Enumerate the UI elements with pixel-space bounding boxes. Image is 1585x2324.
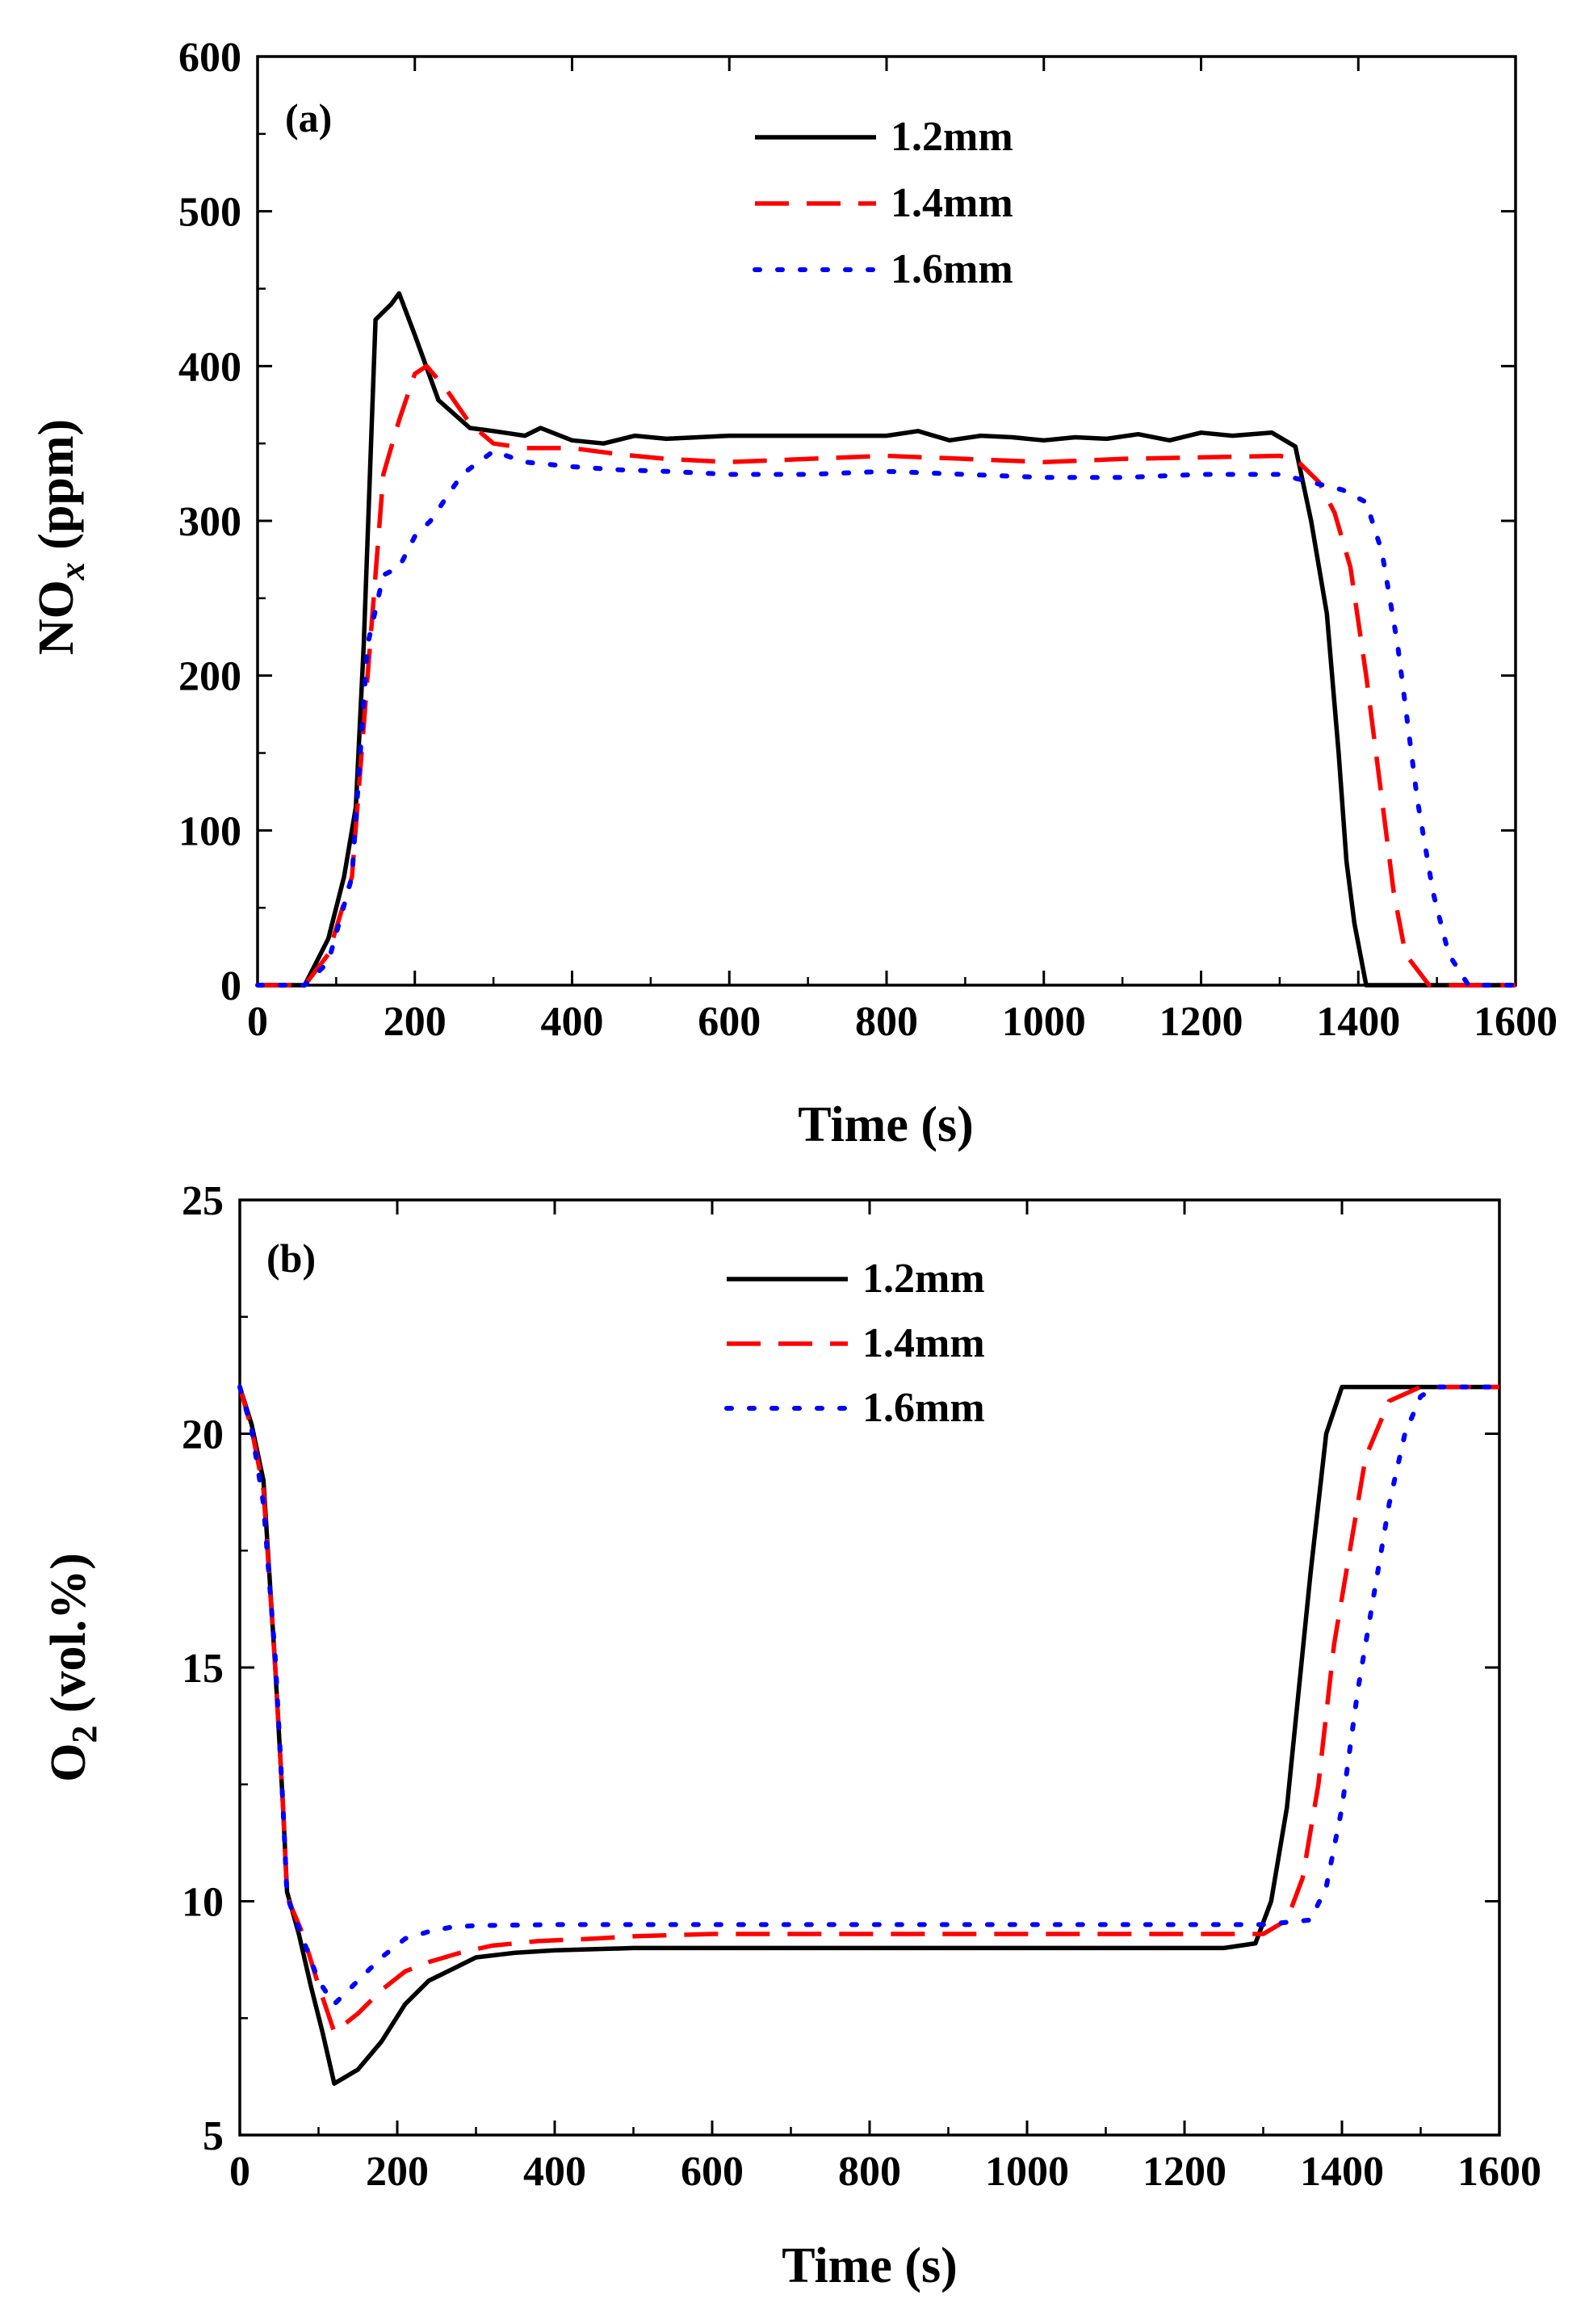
legend-label-1-6mm-b: 1.6mm (862, 1385, 985, 1431)
x-tick-label-b: 600 (681, 2149, 744, 2195)
x-tick-label-b: 1600 (1457, 2149, 1541, 2195)
panel-a: 0 200 400 600 800 1000 1200 1400 1600 0 100 200 300 4… (29, 35, 1558, 1152)
legend-b: 1.2mm 1.4mm 1.6mm (724, 1256, 985, 1431)
ticks-b: 0 200 400 600 800 1000 1200 1400 1600 5 10 15 20 25 (182, 1178, 1541, 2195)
x-axis-title-b: Time (s) (782, 2238, 958, 2293)
y-axis-title-sub-a: x (52, 562, 92, 581)
series-line-1-4mm-a (258, 363, 1516, 988)
y-tick-label-b: 15 (182, 1646, 224, 1692)
legend-a: 1.2mm 1.4mm 1.6mm (753, 114, 1013, 292)
y-axis-title-tail-a: (ppm) (29, 419, 84, 562)
y-axis-title-main-b: O (41, 1743, 96, 1782)
x-axis-title-a: Time (s) (798, 1097, 974, 1152)
series-group-a (255, 291, 1518, 988)
legend-label-1-4mm-b: 1.4mm (862, 1320, 985, 1366)
y-axis-title-a: NOx (ppm) (29, 419, 92, 655)
series-line-1-2mm-a (258, 291, 1516, 988)
x-tick-label-b: 1000 (985, 2149, 1069, 2195)
y-tick-label-b: 25 (182, 1178, 224, 1224)
panel-label-b: (b) (266, 1235, 316, 1281)
x-tick-label-a: 0 (247, 999, 268, 1045)
x-tick-label-b: 1200 (1143, 2149, 1226, 2195)
x-tick-label-b: 0 (229, 2149, 250, 2195)
x-tick-label-a: 1400 (1316, 999, 1400, 1045)
y-axis-title-sub-b: 2 (65, 1726, 104, 1743)
y-tick-label-a: 400 (178, 344, 241, 390)
series-line-1-6mm-b (237, 1384, 1502, 2007)
x-tick-label-a: 1000 (1002, 999, 1086, 1045)
y-tick-label-a: 300 (178, 499, 241, 545)
x-tick-label-a: 600 (698, 999, 761, 1045)
legend-label-1-2mm-b: 1.2mm (862, 1256, 985, 1302)
y-tick-label-a: 600 (178, 35, 241, 81)
y-tick-label-a: 200 (178, 654, 241, 700)
series-group-b (237, 1384, 1502, 2087)
y-tick-label-a: 0 (220, 963, 241, 1009)
x-tick-label-a: 800 (855, 999, 918, 1045)
x-tick-label-a: 400 (541, 999, 604, 1045)
x-tick-label-a: 200 (384, 999, 447, 1045)
y-tick-label-a: 100 (178, 808, 241, 854)
legend-label-1-2mm-a: 1.2mm (891, 114, 1013, 160)
legend-label-1-6mm-a: 1.6mm (891, 246, 1013, 292)
series-line-1-4mm-b (237, 1384, 1499, 2035)
ticks-a: 0 200 400 600 800 1000 1200 1400 1600 0 100 200 300 4… (178, 35, 1558, 1045)
x-tick-label-a: 1200 (1159, 999, 1243, 1045)
y-axis-title-b: O2 (vol.%) (41, 1553, 104, 1782)
x-tick-label-a: 1600 (1474, 999, 1558, 1045)
legend-label-1-4mm-a: 1.4mm (891, 180, 1013, 226)
panel-label-a: (a) (285, 95, 332, 141)
series-line-1-6mm-a (255, 448, 1518, 988)
x-tick-label-b: 1400 (1300, 2149, 1384, 2195)
y-axis-title-tail-b: (vol.%) (41, 1553, 96, 1726)
y-tick-label-b: 5 (203, 2113, 224, 2159)
panel-b: 0 200 400 600 800 1000 1200 1400 1600 5 10 15 20 25 (… (41, 1178, 1541, 2293)
y-tick-label-b: 10 (182, 1880, 224, 1926)
x-tick-label-b: 800 (838, 2149, 901, 2195)
y-axis-title-main-a: NO (29, 580, 84, 655)
y-tick-label-b: 20 (182, 1412, 224, 1458)
y-tick-label-a: 500 (178, 190, 241, 236)
x-tick-label-b: 400 (523, 2149, 586, 2195)
x-tick-label-b: 200 (366, 2149, 429, 2195)
